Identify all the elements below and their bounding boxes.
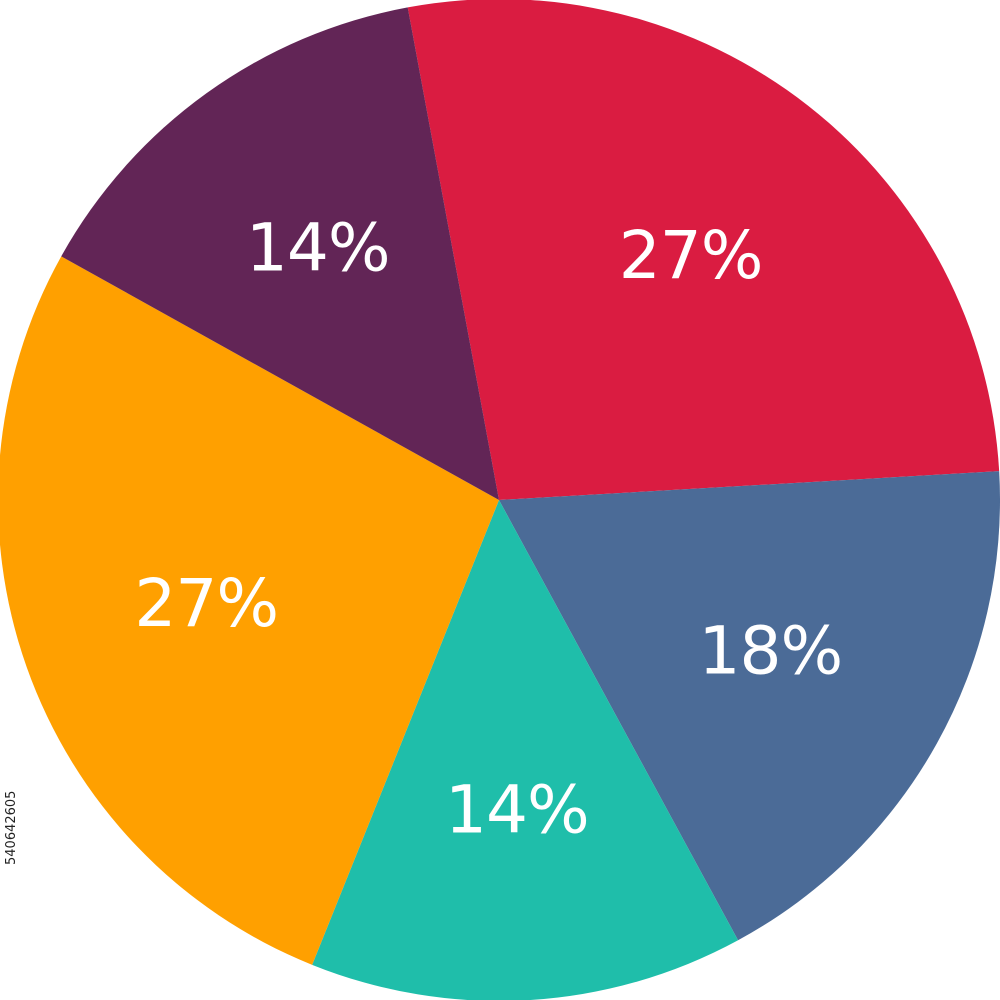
pie-slice-2 xyxy=(499,471,1000,941)
stock-id-watermark: 540642605 xyxy=(4,790,19,865)
pie-slice-label-3: 14% xyxy=(445,772,589,849)
pie-slice-5 xyxy=(61,7,500,501)
pie-slice-label-1: 27% xyxy=(619,217,763,294)
pie-slice-3 xyxy=(312,500,739,1000)
pie-slice-label-5: 14% xyxy=(246,209,390,286)
pie-slice-4 xyxy=(0,256,499,965)
pie-slice-label-2: 18% xyxy=(699,613,843,690)
pie-slice-label-4: 27% xyxy=(134,565,278,642)
pie-slice-1 xyxy=(407,0,1000,500)
pie-labels: 27% 18% 14% 27% 14% xyxy=(134,209,843,849)
